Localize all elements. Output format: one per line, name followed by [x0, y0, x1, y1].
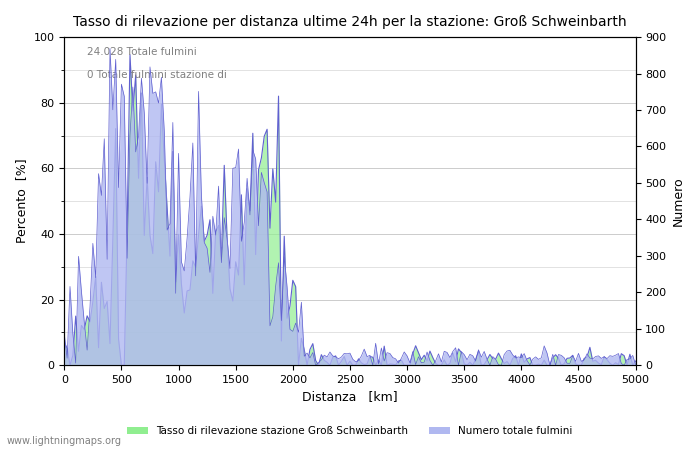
Title: Tasso di rilevazione per distanza ultime 24h per la stazione: Groß Schweinbarth: Tasso di rilevazione per distanza ultime… [73, 15, 626, 29]
Y-axis label: Numero: Numero [672, 176, 685, 226]
Text: www.lightningmaps.org: www.lightningmaps.org [7, 436, 122, 446]
Text: 24.028 Totale fulmini: 24.028 Totale fulmini [87, 47, 197, 57]
Text: 0 Totale fulmini stazione di: 0 Totale fulmini stazione di [87, 70, 227, 80]
Y-axis label: Percento  [%]: Percento [%] [15, 159, 28, 243]
X-axis label: Distanza   [km]: Distanza [km] [302, 391, 398, 404]
Legend: Tasso di rilevazione stazione Groß Schweinbarth, Numero totale fulmini: Tasso di rilevazione stazione Groß Schwe… [123, 422, 577, 440]
